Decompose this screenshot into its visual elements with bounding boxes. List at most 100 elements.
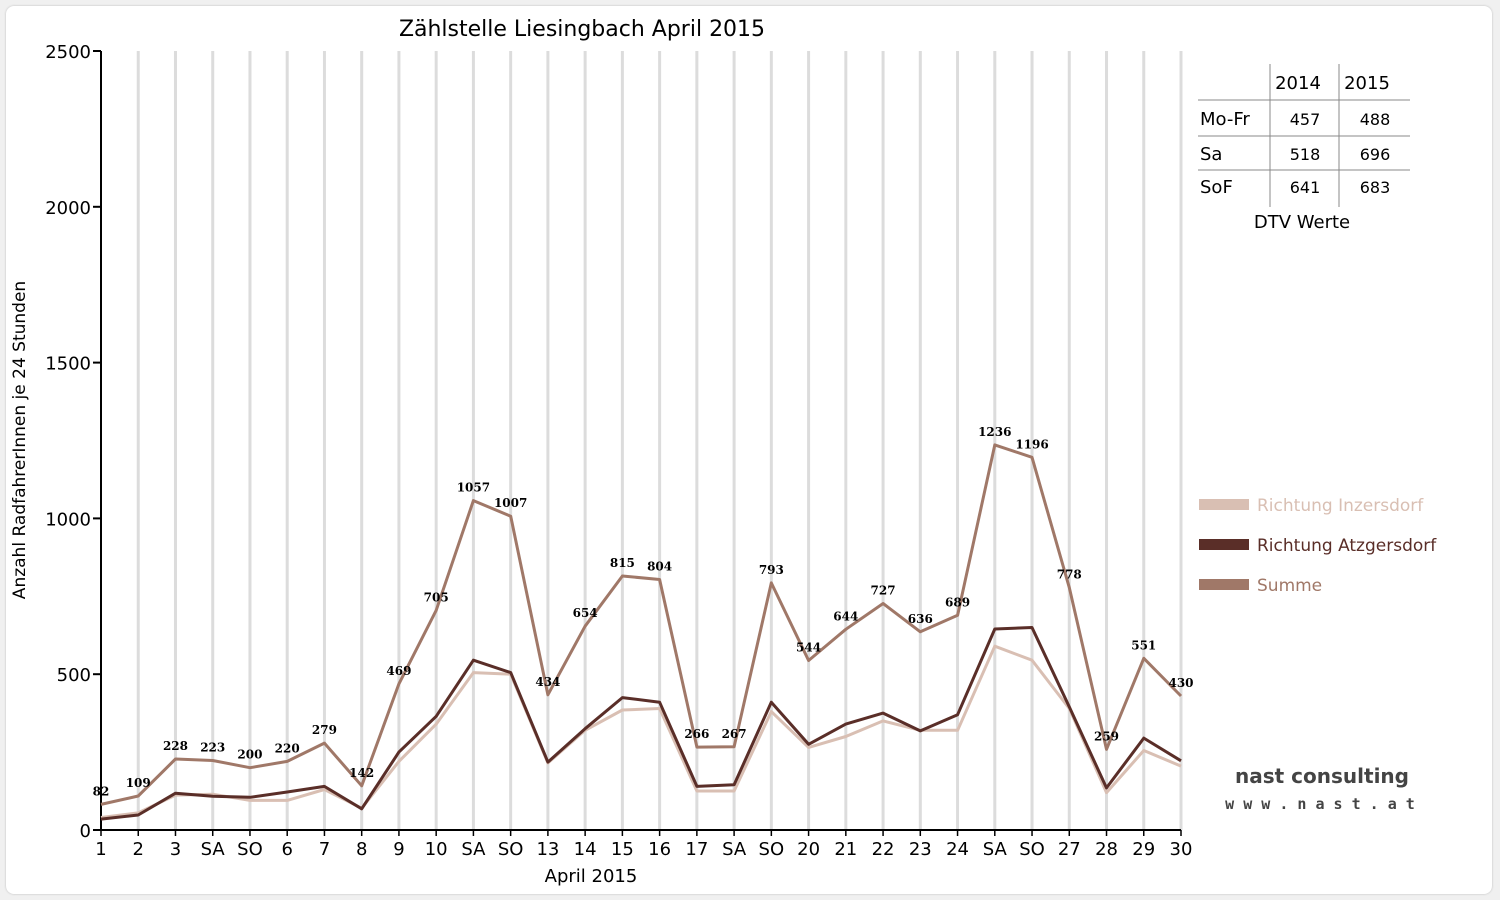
data-label: 267	[722, 727, 747, 741]
x-tick-label: SO	[759, 839, 785, 860]
data-label: 430	[1168, 676, 1193, 690]
x-tick-label: 28	[1095, 839, 1118, 860]
dtv-row-label: Mo-Fr	[1200, 109, 1250, 130]
data-label: 778	[1057, 568, 1082, 582]
data-label: 815	[610, 556, 635, 570]
x-tick-label: 6	[281, 839, 292, 860]
y-tick-label: 1000	[45, 509, 91, 530]
x-tick-label: SO	[1019, 839, 1045, 860]
series-lines	[100, 443, 1183, 821]
legend-swatch	[1199, 539, 1249, 550]
data-label: 544	[796, 640, 821, 654]
y-tick-label: 2000	[45, 198, 91, 219]
legend-swatch	[1199, 579, 1249, 590]
grid-lines	[136, 51, 1183, 830]
x-tick-label: 13	[536, 839, 559, 860]
data-label: 705	[424, 590, 449, 604]
data-label: 644	[833, 609, 858, 623]
y-tick-label: 0	[80, 821, 91, 842]
y-tick-label: 500	[57, 665, 91, 686]
series-line	[100, 443, 1183, 806]
data-label: 551	[1131, 638, 1156, 652]
logo-company-name: nast consulting	[1235, 764, 1409, 788]
logo-url: w w w . n a s t . a t	[1225, 795, 1415, 813]
data-label: 266	[684, 727, 709, 741]
x-tick-label: SO	[498, 839, 524, 860]
data-label: 1057	[457, 481, 490, 495]
x-tick-label: 9	[393, 839, 404, 860]
data-label: 223	[200, 741, 225, 755]
dtv-row-label: SoF	[1200, 177, 1233, 198]
x-tick-label: 22	[872, 839, 895, 860]
data-label: 109	[126, 776, 151, 790]
dtv-caption: DTV Werte	[1254, 212, 1350, 233]
x-tick-label: 14	[574, 839, 597, 860]
x-tick-label: 29	[1132, 839, 1155, 860]
y-axis-label: Anzahl RadfahrerInnen je 24 Stunden	[10, 281, 30, 599]
data-label: 434	[535, 675, 560, 689]
data-label: 689	[945, 595, 970, 609]
x-tick-label: SA	[201, 839, 226, 860]
x-tick-label: 16	[648, 839, 671, 860]
x-tick-label: SA	[983, 839, 1008, 860]
dtv-cell: 518	[1290, 145, 1321, 164]
data-label: 82	[93, 784, 110, 798]
data-labels: 82 109 228 223 200 220 279 142 469 705 1057 1007 434…	[93, 425, 1194, 799]
data-label: 469	[386, 664, 411, 678]
dtv-row-label: Sa	[1200, 144, 1222, 165]
x-tick-label: 2	[133, 839, 144, 860]
series-line	[100, 626, 1182, 821]
x-tick-label: 20	[797, 839, 820, 860]
x-tick-label: 17	[685, 839, 708, 860]
dtv-cell: 457	[1290, 110, 1321, 129]
x-tick-label: 23	[909, 839, 932, 860]
y-tick-label: 1500	[45, 354, 91, 375]
y-tick-label: 2500	[45, 42, 91, 63]
data-label: 1007	[494, 496, 527, 510]
dtv-cell: 488	[1360, 110, 1391, 129]
data-label: 793	[759, 563, 784, 577]
chart-title: Zählstelle Liesingbach April 2015	[399, 17, 765, 42]
dtv-cell: 696	[1360, 145, 1391, 164]
data-label: 142	[349, 766, 374, 780]
data-label: 654	[573, 606, 598, 620]
x-axis-label: April 2015	[545, 866, 638, 887]
x-tick-label: 15	[611, 839, 634, 860]
x-tick-label: SA	[722, 839, 747, 860]
logo-graphic: nast consulting w w w . n a s t . a t	[1225, 764, 1415, 813]
x-tick-label: 21	[834, 839, 857, 860]
dtv-table: 2014 2015 Mo-Fr 457 488 Sa 518 696 SoF 6…	[1198, 64, 1410, 233]
logo: nast consulting w w w . n a s t . a t	[1200, 750, 1443, 825]
data-label: 228	[163, 739, 188, 753]
axes	[93, 50, 1182, 836]
x-tick-label: 8	[356, 839, 367, 860]
series-line	[100, 644, 1182, 819]
legend-entry: Richtung Atzgersdorf	[1257, 536, 1437, 556]
chart-frame	[6, 6, 1492, 894]
legend: Richtung Inzersdorf Richtung Atzgersdorf S…	[1199, 496, 1437, 596]
x-tick-label: 7	[319, 839, 330, 860]
x-tick-label: 1	[95, 839, 106, 860]
data-label: 200	[237, 748, 262, 762]
data-label: 804	[647, 559, 672, 573]
dtv-header-2014: 2014	[1275, 73, 1321, 94]
x-tick-label: 3	[170, 839, 181, 860]
y-tick-labels: 0 500 1000 1500 2000 2500	[45, 42, 91, 842]
data-label: 259	[1094, 729, 1119, 743]
x-tick-label: 24	[946, 839, 969, 860]
x-tick-labels: 1 2 3 SA SO 6 7 8 9 10 SA SO 13 14 15 16 17 SA SO 20 21 22 23 2…	[95, 839, 1192, 860]
data-label: 1196	[1015, 437, 1048, 451]
x-tick-label: 27	[1058, 839, 1081, 860]
x-tick-label: SA	[461, 839, 486, 860]
dtv-header-2015: 2015	[1344, 73, 1390, 94]
data-label: 1236	[978, 425, 1011, 439]
data-label: 279	[312, 723, 337, 737]
dtv-cell: 683	[1360, 178, 1391, 197]
data-label: 636	[908, 612, 933, 626]
legend-swatch	[1199, 499, 1249, 510]
x-tick-label: 10	[425, 839, 448, 860]
dtv-cell: 641	[1290, 178, 1321, 197]
x-tick-label: 30	[1170, 839, 1193, 860]
data-label: 220	[275, 741, 300, 755]
